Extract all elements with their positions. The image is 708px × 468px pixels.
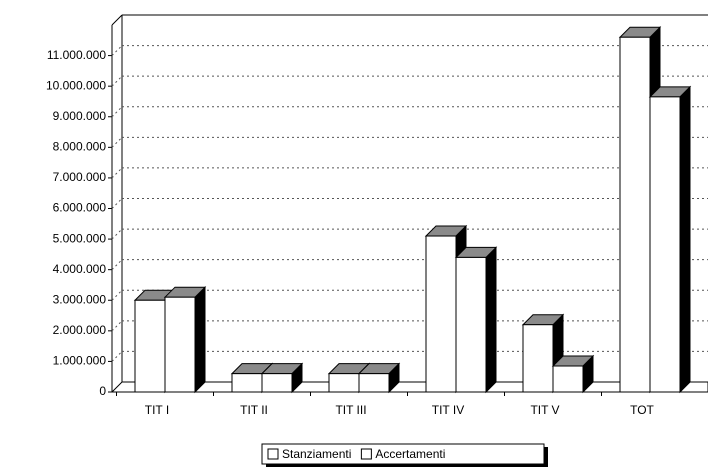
bar (649, 96, 681, 393)
legend-label: Accertamenti (375, 447, 445, 461)
grid-line (111, 259, 123, 271)
y-tick-label: 0 (99, 384, 106, 398)
legend (261, 443, 545, 465)
grid-line (111, 289, 123, 301)
bar (552, 365, 584, 393)
bar (619, 36, 651, 393)
y-tick-label: 4.000.000 (53, 262, 107, 276)
x-tick-label: TIT II (240, 403, 268, 417)
bar (358, 373, 390, 393)
bar (231, 373, 263, 393)
y-tick-label: 5.000.000 (53, 231, 107, 245)
legend-swatch (360, 448, 372, 460)
x-tick-label: TOT (630, 403, 654, 417)
bar (328, 373, 360, 393)
x-tick-label: TIT IV (432, 403, 464, 417)
bar (455, 256, 487, 393)
bar-side (679, 85, 691, 394)
grid-line (111, 106, 123, 118)
bar (134, 299, 166, 393)
grid-line (111, 320, 123, 332)
grid-line (111, 351, 123, 362)
grid-line (111, 167, 123, 179)
x-tick-label: TIT III (335, 403, 366, 417)
x-tick-label: TIT V (530, 403, 559, 417)
wall-edge (111, 14, 123, 26)
y-tick-label: 2.000.000 (53, 323, 107, 337)
bar-side (485, 246, 497, 394)
grid-line (111, 136, 123, 148)
bar (522, 324, 554, 393)
grid-line (111, 75, 123, 87)
bar (425, 235, 457, 393)
bar-side (194, 285, 206, 394)
bar (164, 296, 196, 393)
y-tick-label: 6.000.000 (53, 201, 107, 215)
legend-swatch (267, 448, 279, 460)
y-tick-label: 1.000.000 (53, 354, 107, 368)
grid-line (111, 228, 123, 240)
y-tick-label: 11.000.000 (47, 48, 106, 62)
y-tick-label: 10.000.000 (46, 78, 106, 92)
grid-line (111, 45, 123, 56)
y-tick-label: 8.000.000 (53, 140, 107, 154)
y-tick-label: 9.000.000 (53, 109, 107, 123)
legend-label: Stanziamenti (282, 447, 351, 461)
bar (261, 373, 293, 393)
grid-line (111, 198, 123, 209)
x-tick-label: TIT I (145, 403, 169, 417)
y-tick-label: 3.000.000 (53, 292, 107, 306)
y-tick-label: 7.000.000 (53, 170, 107, 184)
